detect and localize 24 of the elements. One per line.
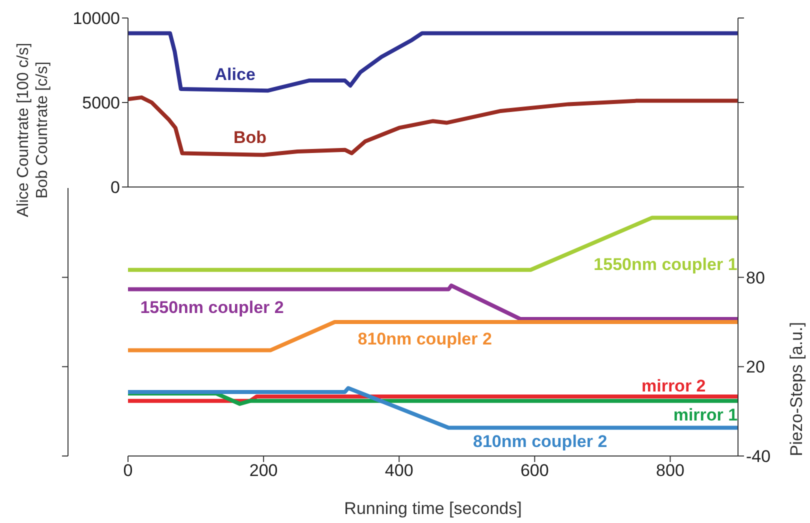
y2-tick-label: 80 xyxy=(746,268,765,288)
y-tick-label: 5000 xyxy=(82,94,120,113)
y-axis-title: Alice Countrate [100 c/s] Bob Countrate [c/s] xyxy=(15,42,51,218)
y2-tick-label: 20 xyxy=(746,358,765,377)
x-axis-title: Running time [seconds] xyxy=(344,499,522,518)
series-label: 810nm coupler 2 xyxy=(358,329,492,348)
x-tick-label: 800 xyxy=(656,461,684,480)
y-tick-label: 10000 xyxy=(72,9,120,28)
x-tick-label: 400 xyxy=(384,461,414,480)
series-label: mirror 2 xyxy=(641,376,706,396)
x-tick-label: 600 xyxy=(520,461,549,480)
y2-tick-label: -40 xyxy=(746,447,771,466)
y2-axis-title: Piezo-Steps [a.u.] xyxy=(787,322,806,456)
series-label: 1550nm coupler 1 xyxy=(594,254,738,274)
series-label: Bob xyxy=(233,128,267,148)
series-label: 1550nm coupler 2 xyxy=(140,298,284,318)
line-series xyxy=(128,31,738,93)
line-series xyxy=(128,95,738,157)
x-tick-label: 200 xyxy=(249,461,278,480)
x-tick-label: 0 xyxy=(123,461,133,480)
series-label: 810nm coupler 2 xyxy=(473,432,608,452)
series-label: mirror 1 xyxy=(673,405,738,424)
y-tick-label: 0 xyxy=(110,178,120,198)
series-label: Alice xyxy=(214,64,256,84)
